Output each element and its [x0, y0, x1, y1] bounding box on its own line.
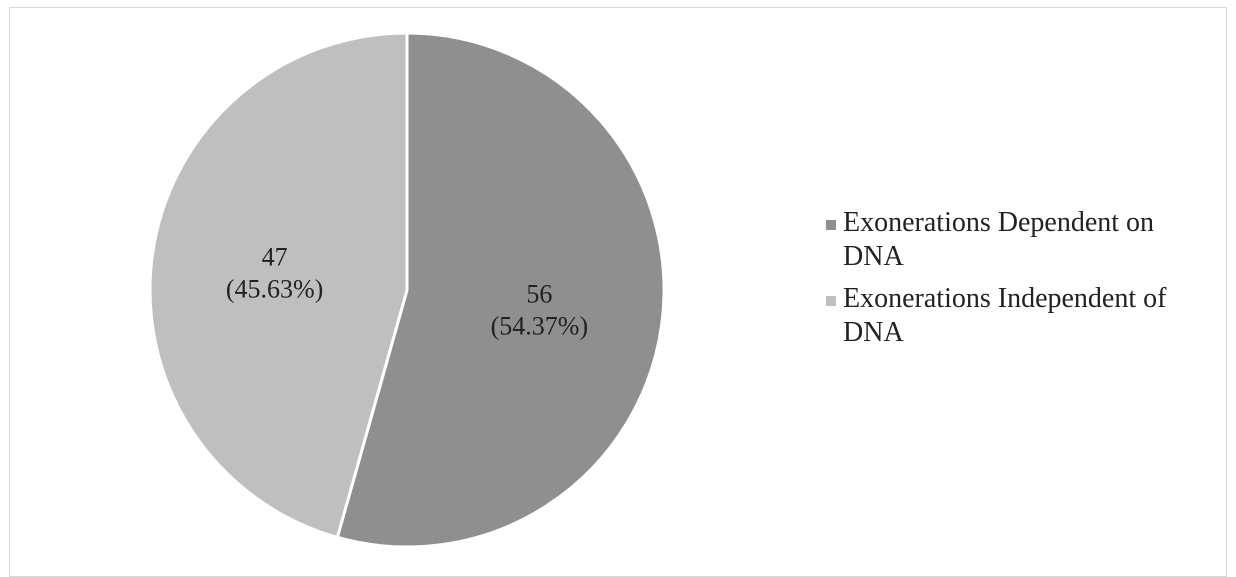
legend-swatch-dependent [826, 220, 836, 230]
legend-swatch-independent [826, 296, 836, 306]
legend-item-independent: Exonerations Independent of DNA [826, 282, 1226, 350]
slice-value-label-dependent: 56 [526, 279, 552, 308]
legend-label-independent: Exonerations Independent of DNA [843, 283, 1167, 348]
legend-label-dependent: Exonerations Dependent on DNA [843, 207, 1155, 272]
legend: Exonerations Dependent on DNA Exoneratio… [826, 206, 1226, 358]
slice-value-label-independent: 47 [262, 243, 288, 272]
pie-slice-dependent [335, 31, 666, 549]
legend-item-dependent: Exonerations Dependent on DNA [826, 206, 1226, 274]
slice-percent-label-independent: (45.63%) [226, 275, 323, 304]
pie-slice-independent [148, 31, 409, 540]
slice-percent-label-dependent: (54.37%) [491, 311, 588, 340]
